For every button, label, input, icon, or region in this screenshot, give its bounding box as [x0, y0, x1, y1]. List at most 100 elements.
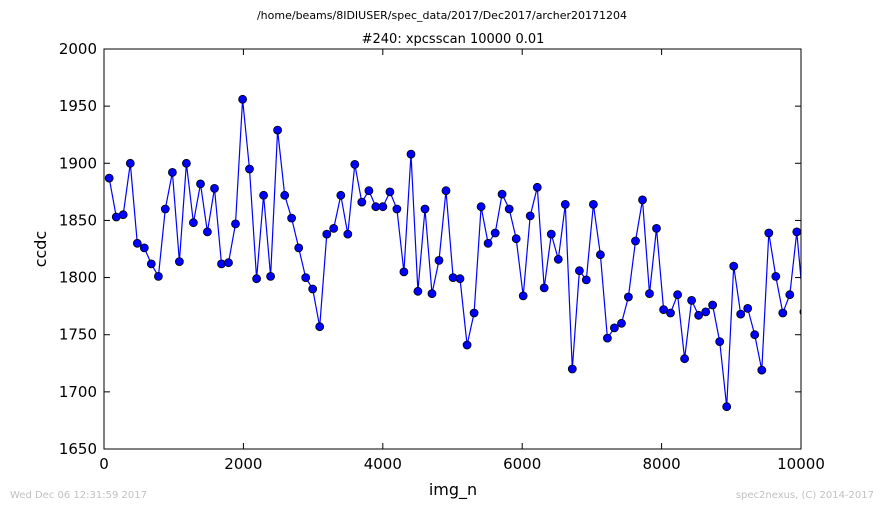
data-point	[715, 337, 725, 347]
data-point	[364, 186, 374, 196]
data-point	[490, 228, 500, 238]
data-point	[694, 310, 703, 320]
data-point	[392, 204, 402, 214]
data-point	[469, 308, 479, 318]
data-point	[132, 238, 142, 248]
data-point	[343, 229, 353, 239]
data-point	[399, 267, 409, 277]
data-point	[659, 305, 668, 315]
data-point	[610, 323, 619, 333]
x-tick-label: 4000	[364, 455, 402, 473]
data-point	[546, 229, 556, 239]
data-point	[532, 182, 542, 192]
data-point	[329, 223, 339, 233]
data-point	[603, 333, 612, 343]
data-point	[322, 229, 332, 239]
data-point	[308, 284, 318, 294]
data-point	[104, 173, 114, 183]
data-point	[757, 365, 767, 375]
data-point	[174, 257, 184, 267]
data-point	[146, 259, 156, 269]
data-point	[497, 189, 507, 199]
data-point	[483, 238, 493, 248]
x-tick-label: 8000	[643, 455, 681, 473]
data-point	[238, 94, 248, 104]
data-point	[708, 300, 717, 310]
data-point	[378, 202, 388, 212]
data-point	[722, 402, 732, 412]
data-point	[245, 164, 254, 174]
data-point	[476, 202, 486, 212]
data-point	[645, 289, 654, 299]
data-point	[525, 211, 535, 221]
data-point	[666, 308, 675, 318]
y-tick-label: 1950	[59, 97, 97, 115]
data-point	[617, 318, 626, 328]
data-point	[210, 183, 219, 193]
data-point	[680, 354, 689, 364]
x-tick-label: 0	[99, 455, 109, 473]
data-point	[139, 243, 149, 253]
data-point	[420, 204, 430, 214]
data-point	[652, 223, 661, 233]
data-point	[673, 290, 682, 300]
data-point	[785, 290, 795, 300]
data-point	[287, 213, 297, 223]
data-point	[553, 254, 563, 264]
plot-frame	[103, 48, 802, 450]
data-point	[575, 266, 584, 276]
series-line	[108, 99, 801, 407]
data-point	[560, 199, 570, 209]
data-point	[511, 234, 521, 244]
data-point	[624, 292, 633, 302]
data-point	[266, 271, 276, 281]
data-point	[455, 274, 465, 284]
data-point	[638, 195, 647, 205]
data-point	[196, 179, 205, 189]
data-point	[771, 271, 781, 281]
data-point	[792, 227, 801, 237]
data-point	[581, 275, 591, 285]
data-point	[385, 187, 395, 197]
data-point	[441, 186, 451, 196]
data-point	[153, 271, 163, 281]
data-point	[539, 283, 549, 293]
chart-title: #240: xpcsscan 10000 0.01	[362, 32, 545, 47]
data-point	[252, 274, 262, 284]
data-point	[406, 149, 416, 159]
x-tick-label: 6000	[503, 455, 541, 473]
y-tick-label: 1650	[59, 440, 97, 458]
data-point	[224, 258, 233, 268]
data-point	[167, 167, 177, 177]
axis-ticks: 0 2000 4000 6000 8000 10000 1650 1700 1750 1800 18…	[59, 40, 825, 473]
data-point	[315, 322, 325, 332]
data-point	[427, 289, 437, 299]
data-point	[301, 273, 311, 283]
data-point	[125, 158, 135, 168]
data-point	[181, 158, 191, 168]
data-point	[567, 364, 577, 374]
data-point	[764, 228, 774, 238]
data-point	[434, 255, 444, 265]
data-point	[750, 330, 760, 340]
data-point	[273, 125, 283, 135]
x-tick-label: 10000	[777, 455, 825, 473]
y-tick-label: 2000	[59, 40, 97, 58]
data-point	[504, 204, 514, 214]
data-point	[357, 197, 367, 207]
data-point	[160, 204, 170, 214]
data-point	[259, 190, 269, 200]
y-tick-label: 1750	[59, 326, 97, 344]
x-tick-label: 2000	[224, 455, 262, 473]
y-tick-label: 1900	[59, 154, 97, 172]
footer-timestamp: Wed Dec 06 12:31:59 2017	[10, 490, 147, 501]
data-point	[778, 308, 788, 318]
data-point	[118, 210, 128, 220]
data-point	[631, 236, 640, 246]
data-point	[736, 309, 746, 319]
y-tick-label: 1800	[59, 269, 97, 287]
data-point	[294, 243, 304, 253]
chart-suptitle: /home/beams/8IDIUSER/spec_data/2017/Dec2…	[257, 9, 627, 22]
y-tick-label: 1700	[59, 383, 97, 401]
